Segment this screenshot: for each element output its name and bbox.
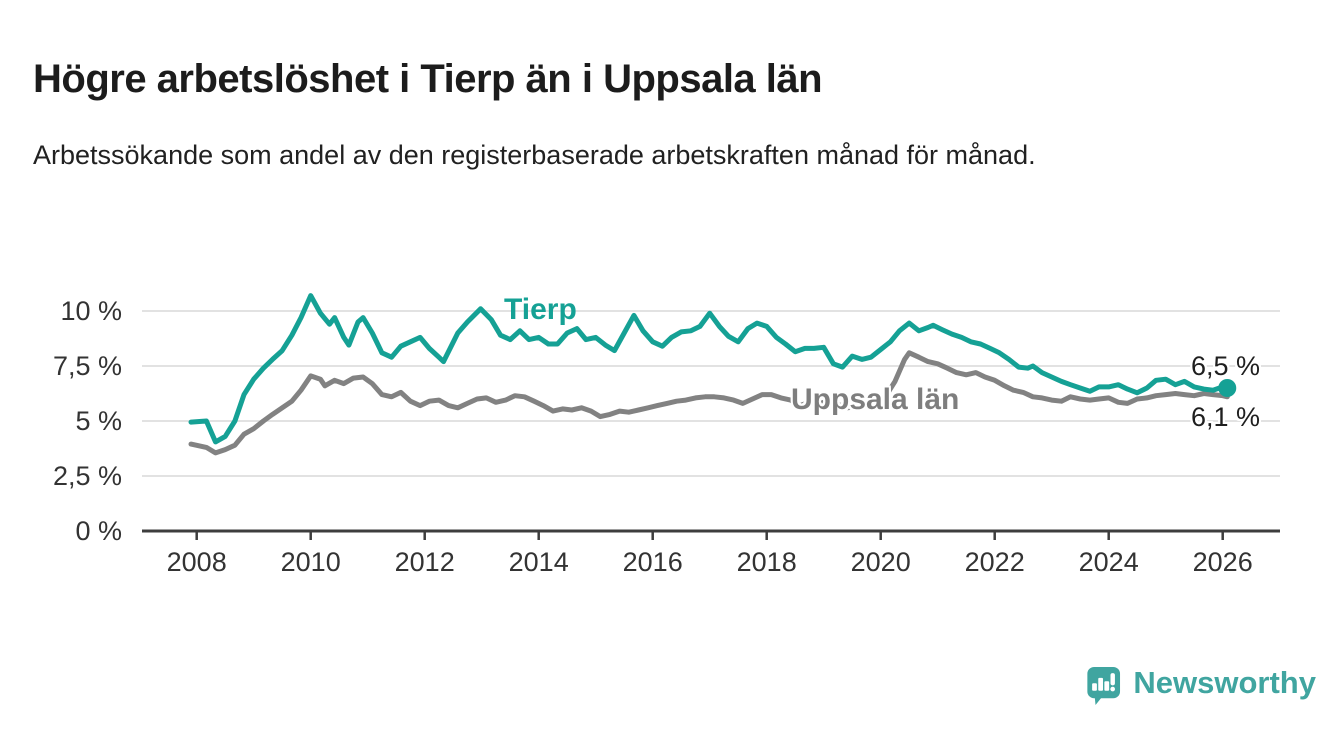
x-axis-label: 2026 xyxy=(1192,547,1253,577)
x-axis-label: 2024 xyxy=(1078,547,1139,577)
series-line-uppsala-l-n xyxy=(188,350,1230,456)
x-axis-label: 2010 xyxy=(280,547,341,577)
page-title: Högre arbetslöshet i Tierp än i Uppsala … xyxy=(33,56,823,101)
newsworthy-brand: Newsworthy xyxy=(1086,656,1316,716)
x-axis-label: 2016 xyxy=(622,547,683,577)
y-axis-label: 7,5 % xyxy=(52,351,122,381)
y-axis-label: 5 % xyxy=(75,406,122,436)
newsworthy-wordmark: Newsworthy xyxy=(1133,665,1316,700)
x-axis-label: 2008 xyxy=(166,547,227,577)
end-point-dot-tierp xyxy=(1218,379,1237,397)
x-axis-label: 2022 xyxy=(964,547,1025,577)
page-subtitle: Arbetssökande som andel av den registerb… xyxy=(33,140,1036,170)
x-axis-label: 2014 xyxy=(508,547,569,577)
y-axis-label: 10 % xyxy=(60,296,122,326)
y-axis-label: 0 % xyxy=(75,516,122,546)
x-axis-label: 2012 xyxy=(394,547,455,577)
x-axis-label: 2020 xyxy=(850,547,911,577)
newsworthy-logo-icon xyxy=(1087,666,1121,706)
end-value-label-tierp: 6,5 % xyxy=(1190,351,1260,381)
x-axis-label: 2018 xyxy=(736,547,797,577)
series-line-tierp xyxy=(188,293,1230,445)
series-label-tierp: Tierp xyxy=(504,293,577,326)
y-axis-label: 2,5 % xyxy=(52,461,122,491)
series-label-uppsala-lan: Uppsala län xyxy=(791,383,960,416)
end-value-label-uppsala-lan: 6,1 % xyxy=(1190,402,1260,432)
